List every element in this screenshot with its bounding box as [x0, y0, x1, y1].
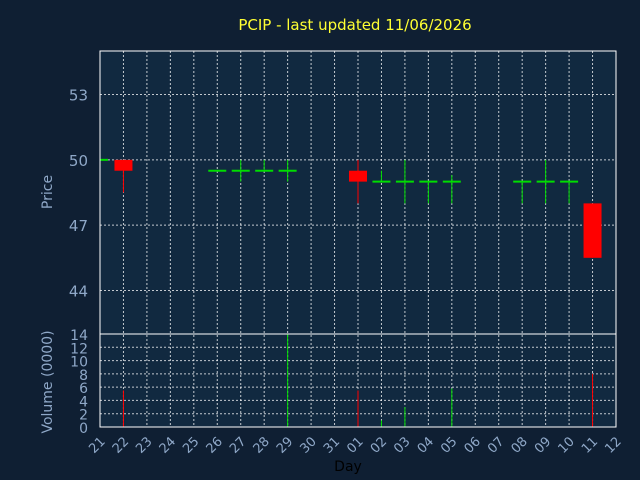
volume-tick-label: 0	[79, 421, 88, 437]
candle	[395, 159, 414, 204]
candle	[255, 159, 274, 172]
candle-body	[419, 180, 438, 183]
candle-body	[255, 169, 274, 172]
candle	[442, 175, 461, 204]
candle-body	[395, 180, 414, 183]
price-candles	[100, 158, 602, 258]
price-tick-label: 44	[69, 282, 88, 300]
candle	[560, 180, 579, 204]
candle	[349, 159, 367, 204]
grid-lines	[100, 51, 616, 427]
candle	[372, 170, 391, 183]
volume-bars	[122, 334, 594, 427]
price-tick-label: 50	[69, 152, 88, 170]
candle	[208, 169, 227, 172]
candle-body	[513, 180, 532, 183]
candle	[114, 159, 133, 193]
candle-body	[208, 169, 227, 172]
price-tick-label: 47	[69, 217, 88, 235]
day-tick-labels: 21 22 23 24 25 26 27 28 29 30 31 01 02 03 04 05 06 07 08 09…	[86, 434, 624, 456]
candle-body	[349, 170, 367, 182]
candle	[231, 159, 250, 182]
volume-tick-label: 8	[79, 368, 88, 384]
price-tick-labels: 44 47 50 53	[69, 87, 88, 301]
x-axis-label: Day	[334, 459, 362, 475]
volume-tick-label: 2	[79, 408, 88, 424]
volume-tick-label: 4	[79, 394, 88, 410]
volume-axis-label: Volume (0000)	[40, 330, 56, 433]
candle-body	[442, 180, 461, 183]
candle	[513, 180, 532, 204]
candle-body	[114, 159, 133, 171]
candle-body	[231, 169, 250, 172]
candle	[100, 158, 108, 161]
chart-title: PCIP - last updated 11/06/2026	[238, 16, 471, 34]
candle	[419, 180, 438, 204]
candle-body	[536, 180, 555, 183]
candle-body	[372, 180, 391, 183]
candle-body	[100, 158, 108, 161]
volume-tick-label: 6	[79, 381, 88, 397]
volume-tick-label: 10	[70, 355, 88, 371]
price-tick-label: 53	[69, 87, 88, 105]
candle-body	[560, 180, 579, 183]
volume-plot-frame	[99, 333, 617, 428]
candle	[536, 159, 555, 204]
price-axis-label: Price	[40, 175, 56, 209]
volume-tick-label: 12	[70, 341, 88, 357]
candle	[278, 159, 297, 182]
candle-body	[583, 203, 602, 258]
candle-body	[278, 169, 297, 172]
candle	[583, 203, 602, 258]
volume-tick-label: 14	[70, 328, 88, 344]
